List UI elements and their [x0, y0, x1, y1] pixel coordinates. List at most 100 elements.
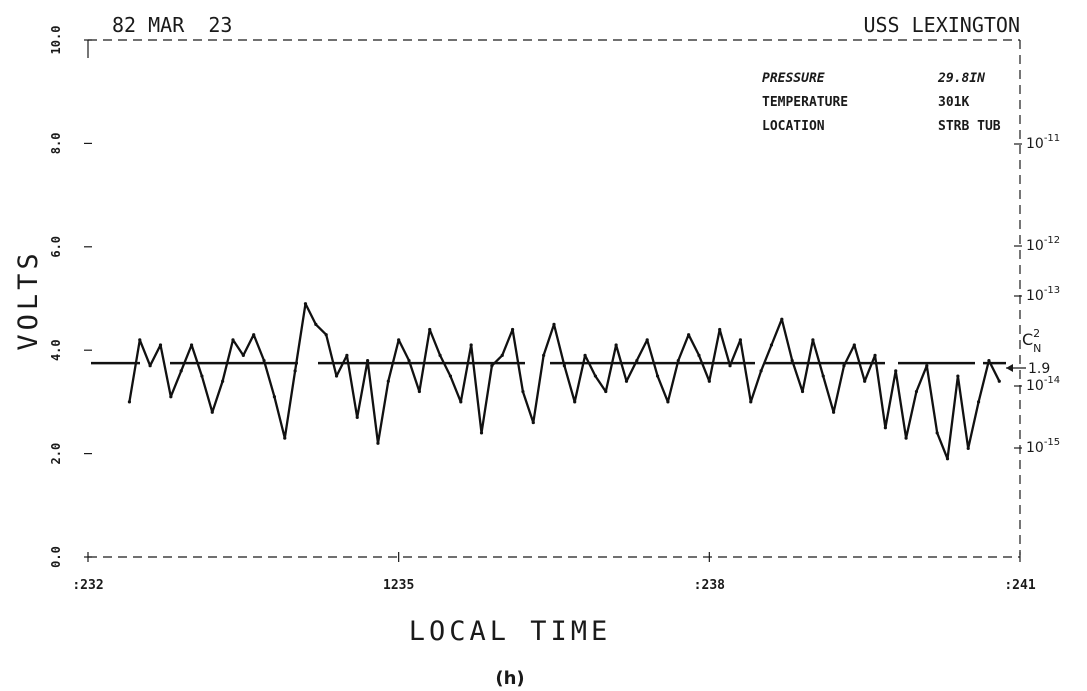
- y-tick-label: 4.0: [49, 339, 63, 361]
- data-point: [707, 379, 711, 383]
- data-point: [438, 353, 442, 357]
- data-point: [521, 389, 525, 394]
- data-point: [769, 343, 774, 347]
- data-point: [997, 379, 1001, 383]
- y-tick-label: 10.0: [49, 26, 63, 55]
- data-point: [200, 374, 204, 378]
- x-tick-label: :238: [694, 578, 725, 593]
- data-point: [510, 327, 515, 332]
- data-point: [252, 333, 256, 337]
- y-axis-label: VOLTS: [13, 249, 44, 350]
- data-point: [479, 431, 484, 435]
- data-point: [976, 400, 981, 404]
- data-point: [925, 364, 929, 368]
- data-point: [531, 420, 535, 425]
- cn2-base: C: [1022, 330, 1033, 349]
- data-point: [324, 333, 328, 337]
- data-point: [697, 353, 701, 357]
- data-point: [945, 457, 950, 461]
- data-point: [759, 369, 763, 373]
- data-point: [397, 338, 401, 342]
- data-point: [417, 389, 421, 394]
- data-point: [718, 327, 722, 332]
- info-value-location: STRB TUB: [938, 119, 1001, 134]
- data-point: [873, 353, 877, 357]
- info-label-pressure: PRESSURE: [762, 71, 825, 86]
- data-point: [189, 343, 194, 347]
- data-point: [210, 410, 214, 414]
- data-point: [221, 379, 225, 383]
- right-tick-base: 10: [1026, 378, 1044, 394]
- data-point: [583, 353, 587, 357]
- info-value-pressure: 29.8IN: [937, 71, 985, 86]
- right-tick-label: 10-12: [1026, 235, 1060, 254]
- data-point: [635, 358, 639, 363]
- data-point: [283, 436, 287, 440]
- site-label: USS LEXINGTON: [863, 13, 1020, 37]
- data-point: [573, 400, 577, 404]
- right-tick-label: 10-14: [1026, 375, 1060, 394]
- cn2-sub: N: [1033, 342, 1041, 355]
- data-point: [904, 436, 908, 440]
- data-point: [821, 374, 825, 378]
- data-point: [780, 317, 784, 321]
- data-point: [832, 410, 836, 414]
- data-point: [158, 343, 163, 347]
- data-point: [448, 374, 453, 378]
- x-tick-label: :232: [72, 578, 103, 593]
- data-point: [852, 343, 856, 347]
- data-point: [127, 400, 132, 404]
- data-point: [593, 374, 598, 378]
- data-point: [262, 358, 266, 363]
- y-tick-label: 6.0: [49, 236, 63, 258]
- right-tick-label: 10-15: [1026, 437, 1060, 456]
- right-axis-label: C2 N: [1022, 327, 1041, 355]
- data-point: [355, 415, 359, 420]
- cn2-sup: 2: [1033, 327, 1040, 340]
- marker-value: 1.9: [1028, 361, 1050, 377]
- series-group: [91, 302, 1006, 461]
- figure-caption: (h): [495, 668, 524, 689]
- data-point: [863, 379, 867, 383]
- data-point: [666, 400, 670, 404]
- data-point: [562, 364, 566, 368]
- data-point: [966, 446, 970, 451]
- data-point: [800, 389, 805, 394]
- right-tick-label: 10-13: [1026, 285, 1060, 304]
- right-tick-label: 10-11: [1026, 133, 1060, 152]
- data-point: [500, 353, 504, 357]
- info-label-location: LOCATION: [762, 119, 825, 134]
- right-tick-exponent: -14: [1044, 375, 1060, 386]
- data-point: [894, 369, 898, 373]
- data-point: [231, 338, 235, 342]
- info-value-temperature: 301K: [938, 95, 969, 110]
- x-axis-label: LOCAL TIME: [409, 616, 612, 647]
- data-point: [614, 343, 618, 347]
- x-tick-label: :241: [1004, 578, 1035, 593]
- data-point: [376, 441, 380, 445]
- data-point: [883, 426, 887, 430]
- data-point: [987, 358, 991, 363]
- right-tick-exponent: -12: [1044, 235, 1060, 246]
- y-ticks: 0.0 2.0 4.0 6.0 8.0 10.0: [49, 26, 92, 568]
- data-point: [935, 431, 939, 435]
- y-tick-label: 0.0: [49, 546, 63, 568]
- data-point: [956, 374, 960, 378]
- right-tick-exponent: -15: [1044, 437, 1060, 448]
- data-point: [552, 322, 556, 326]
- data-point: [386, 379, 390, 383]
- data-point: [407, 358, 411, 363]
- cn2-label: C2 N: [1022, 327, 1041, 355]
- data-point: [428, 327, 432, 332]
- marker-arrow-head: [1006, 364, 1013, 372]
- data-point: [490, 364, 494, 368]
- data-point: [334, 374, 339, 378]
- data-point: [241, 353, 245, 357]
- right-tick-base: 10: [1026, 238, 1044, 254]
- x-ticks: :232 1235:238:241: [72, 552, 1036, 593]
- data-point: [542, 353, 546, 357]
- data-point: [345, 353, 349, 357]
- data-point: [604, 389, 608, 394]
- right-tick-base: 10: [1026, 136, 1044, 152]
